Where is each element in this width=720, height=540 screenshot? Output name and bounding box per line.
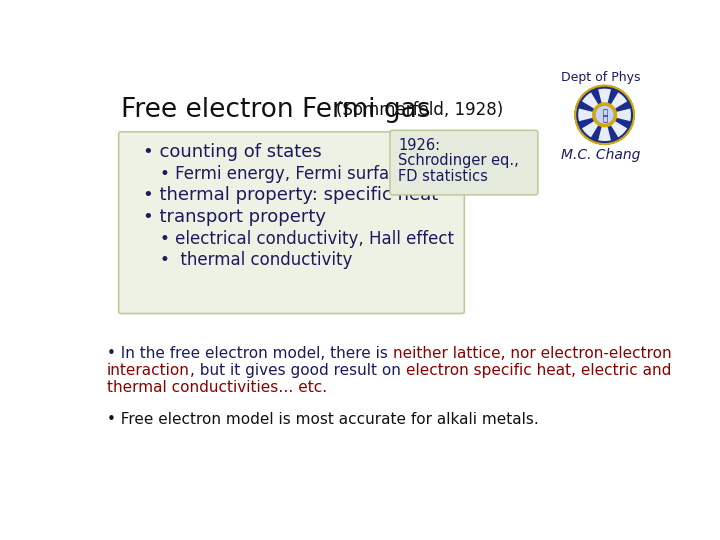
Text: • In the free electron model, there is: • In the free electron model, there is xyxy=(107,346,393,361)
Wedge shape xyxy=(582,92,600,110)
Text: M.C. Chang: M.C. Chang xyxy=(561,148,640,162)
Text: • Fermi energy, Fermi surface: • Fermi energy, Fermi surface xyxy=(160,165,408,183)
Text: Schrodinger eq.,: Schrodinger eq., xyxy=(398,153,519,168)
Text: •  thermal conductivity: • thermal conductivity xyxy=(160,251,352,269)
Text: electron specific heat, electric and: electron specific heat, electric and xyxy=(405,363,671,378)
Wedge shape xyxy=(613,109,631,121)
Wedge shape xyxy=(598,124,611,141)
Text: 師: 師 xyxy=(602,108,607,117)
Text: (Sommerfeld, 1928): (Sommerfeld, 1928) xyxy=(336,101,504,119)
Wedge shape xyxy=(582,119,600,137)
Circle shape xyxy=(596,106,613,123)
Wedge shape xyxy=(578,109,595,121)
Text: , but it gives good result on: , but it gives good result on xyxy=(190,363,405,378)
Wedge shape xyxy=(598,89,611,106)
Text: thermal conductivities… etc.: thermal conductivities… etc. xyxy=(107,380,327,395)
Circle shape xyxy=(575,85,634,144)
FancyBboxPatch shape xyxy=(390,130,538,195)
Text: 1926:: 1926: xyxy=(398,138,441,153)
Wedge shape xyxy=(609,119,627,137)
Text: FD statistics: FD statistics xyxy=(398,168,488,184)
FancyBboxPatch shape xyxy=(119,132,464,314)
Text: 大: 大 xyxy=(602,114,607,123)
Text: • transport property: • transport property xyxy=(143,208,325,226)
Wedge shape xyxy=(609,92,627,110)
Circle shape xyxy=(594,104,616,126)
Text: interaction: interaction xyxy=(107,363,190,378)
Text: • Free electron model is most accurate for alkali metals.: • Free electron model is most accurate f… xyxy=(107,412,539,427)
Text: Free electron Fermi gas: Free electron Fermi gas xyxy=(121,97,439,123)
Text: neither lattice, nor electron-electron: neither lattice, nor electron-electron xyxy=(393,346,672,361)
Text: Dept of Phys: Dept of Phys xyxy=(561,71,640,84)
Text: • counting of states: • counting of states xyxy=(143,143,321,161)
Text: • electrical conductivity, Hall effect: • electrical conductivity, Hall effect xyxy=(160,230,454,247)
Text: • thermal property: specific heat: • thermal property: specific heat xyxy=(143,186,438,205)
